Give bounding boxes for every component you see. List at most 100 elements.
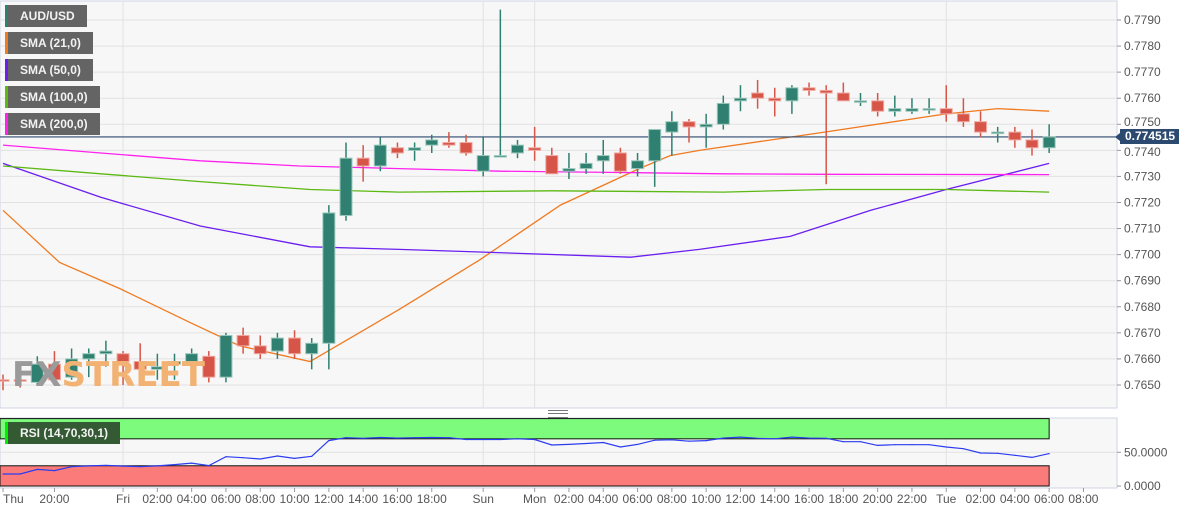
rsi-point [105,464,107,466]
time-tick-label: Fri [116,492,130,506]
legend-symbol[interactable]: AUD/USD [5,5,87,27]
candle [322,205,336,370]
candle-body [1042,136,1056,149]
rsi-point [654,439,656,441]
time-tick-label: 08:00 [245,492,275,506]
price-axis[interactable]: 0.7790 0.7780 0.7770 0.7760 0.7750 0.7740 0.77… [1117,13,1168,493]
legend-sma50[interactable]: SMA (50,0) [5,59,93,81]
rsi-tick-label: 50.0000 [1124,445,1168,459]
candles [0,9,1056,391]
time-tick-label: 06:00 [623,492,653,506]
time-tick-label: 02:00 [554,492,584,506]
price-tick-label: 0.7720 [1124,195,1161,209]
rsi-point [825,437,827,439]
candle [562,152,576,180]
candle [836,82,850,102]
candle [596,139,610,174]
current-price-tag: 0.774515 [1114,129,1180,145]
time-tick-label: 20:00 [39,492,69,506]
candle-body [888,108,902,112]
price-tick-label: 0.7650 [1124,378,1161,392]
rsi-point [859,441,862,443]
rsi-point [551,444,553,446]
candle-body [768,97,782,102]
rsi-point [465,438,467,441]
rsi-point [19,473,21,475]
candle-body [150,366,164,370]
rsi-point [328,440,330,442]
candle-body [802,87,816,91]
candle [82,348,96,378]
rsi-point [602,441,604,444]
time-tick-label: 18:00 [417,492,447,506]
candle [476,137,490,177]
candle [819,85,833,185]
rsi-point [945,446,947,448]
rsi-point [225,456,227,458]
price-tick-label: 0.7750 [1124,115,1161,129]
time-tick-label: 02:00 [966,492,996,506]
rsi-point [1031,456,1033,458]
price-tick-label: 0.7710 [1124,222,1161,236]
main-plot-area [0,0,1118,409]
rsi-point [722,437,724,439]
rsi-point [791,436,793,438]
price-tick-label: 0.7790 [1124,13,1161,27]
sma-line-50 [2,162,1050,258]
candle-body [974,121,988,133]
rsi-point [293,457,296,459]
rsi-point [173,464,176,466]
rsi-point [636,443,639,446]
rsi-point [688,440,690,442]
candle-body [408,147,422,151]
legend-sma200[interactable]: SMA (200,0) [5,113,100,135]
candle-body [322,212,336,344]
rsi-point [979,452,982,454]
candle [99,340,113,367]
rsi-line [3,436,1050,475]
rsi-point [1014,454,1016,456]
rsi-point [894,444,896,446]
candle-body [493,155,507,158]
candle-body [236,334,250,347]
candle-body [733,97,747,102]
candle-body [751,92,765,99]
legend-sma200-label: SMA (200,0) [20,117,88,131]
price-tick-label: 0.7690 [1124,274,1161,288]
rsi-point [911,444,913,446]
candle-body [133,361,147,370]
rsi-point [139,466,141,468]
legend-sma21-label: SMA (21,0) [20,36,81,50]
rsi-point [877,444,879,446]
rsi-point [1048,453,1050,455]
time-axis[interactable]: Thu 20:00 Fri 02:00 04:00 06:00 08:00 10:00 12:0… [2,488,1099,506]
time-tick-label: 16:00 [382,492,412,506]
rsi-point [362,437,364,439]
time-tick-label: Thu [3,492,24,506]
rsi-point [808,437,810,439]
time-tick-label: 10:00 [280,492,310,506]
rsi-point [499,438,501,441]
candle [528,126,542,161]
watermark-fx: FX [12,355,62,395]
candle [168,353,181,380]
candle [802,82,816,96]
time-tick-label: 14:00 [348,492,378,506]
price-tick-label: 0.7670 [1124,326,1161,340]
candle-body [613,152,627,172]
candle [339,142,353,221]
panel-resize-handle[interactable] [548,410,568,418]
candle-body [991,131,1005,135]
candle [47,351,61,385]
legend-sma21[interactable]: SMA (21,0) [5,32,93,54]
legend-rsi[interactable]: RSI (14,70,30,1) [5,422,121,444]
candle-body [579,162,593,170]
rsi-point [191,462,193,464]
candle-body [202,355,216,378]
candle [922,98,936,114]
candle-body [631,160,645,170]
time-tick-label: 06:00 [211,492,241,506]
legend-sma100[interactable]: SMA (100,0) [5,86,100,108]
candle-body [390,147,404,154]
